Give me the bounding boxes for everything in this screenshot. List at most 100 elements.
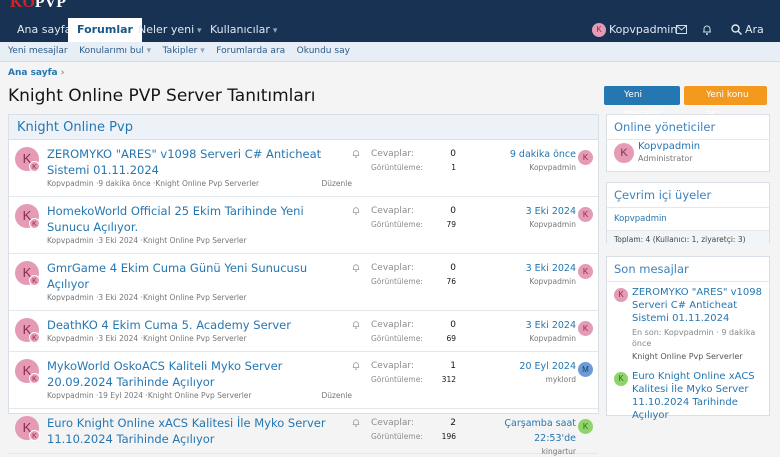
avatar[interactable]: K <box>614 372 628 386</box>
last-user[interactable]: myklord <box>545 375 576 384</box>
views: Görüntüleme: 312 <box>371 374 456 386</box>
last-post: 3 Eki 2024 Kopvpadmin <box>464 318 576 344</box>
thread-author[interactable]: Kopvpadmin <box>47 334 94 343</box>
recent-date: 9 dakika önce <box>632 328 756 348</box>
sub-nav-link[interactable]: Okundu say <box>296 46 350 56</box>
sub-nav-link[interactable]: Takipler <box>163 42 205 61</box>
thread-forum[interactable]: Knight Online Pvp Serverler <box>151 179 259 188</box>
thread-row: K K ZEROMYKO "ARES" v1098 Serveri C# Antic… <box>9 140 598 197</box>
last-avatar[interactable]: K <box>578 321 593 336</box>
views: Görüntüleme: 1 <box>371 162 456 174</box>
edit-link[interactable]: Düzenle <box>321 391 352 400</box>
recent-title[interactable]: Euro Knight Online xACS Kalitesi İle Myk… <box>632 371 755 421</box>
recent-forum[interactable]: Knight Online Pvp Serverler <box>632 352 743 361</box>
avatar-badge: K <box>29 161 40 172</box>
thread-forum[interactable]: Knight Online Pvp Serverler <box>138 236 246 245</box>
logo[interactable]: KOPVP <box>10 0 66 12</box>
last-avatar[interactable]: M <box>578 362 593 377</box>
watch-icon[interactable] <box>352 418 360 427</box>
thread-title[interactable]: HomekoWorld Official 25 Ekim Tarihinde Y… <box>47 204 304 234</box>
views-value: 1 <box>451 163 456 172</box>
watch-icon[interactable] <box>352 149 360 158</box>
avatar[interactable]: K <box>614 143 634 163</box>
replies-value: 2 <box>450 418 456 428</box>
last-user[interactable]: kingartur <box>541 447 576 456</box>
thread-stats: Cevaplar: 0 Görüntüleme: 69 <box>371 318 456 345</box>
last-date[interactable]: 3 Eki 2024 <box>525 263 576 274</box>
thread-row: K K MykoWorld OskoACS Kaliteli Myko Server… <box>9 352 598 409</box>
last-post: 3 Eki 2024 Kopvpadmin <box>464 204 576 230</box>
thread-author[interactable]: Kopvpadmin <box>47 391 94 400</box>
last-user[interactable]: Kopvpadmin <box>529 277 576 286</box>
views: Görüntüleme: 196 <box>371 431 456 443</box>
replies: Cevaplar: 0 <box>371 147 456 162</box>
block-title: Son mesajlar <box>607 257 769 282</box>
thread-date: 9 dakika önce <box>94 179 151 188</box>
thread-row: K K GmrGame 4 Ekim Cuma Günü Yeni Sunucusu… <box>9 254 598 311</box>
replies: Cevaplar: 1 <box>371 359 456 374</box>
views: Görüntüleme: 76 <box>371 276 456 288</box>
rows: K K ZEROMYKO "ARES" v1098 Serveri C# Antic… <box>9 140 598 456</box>
search-icon[interactable] <box>731 24 742 35</box>
breadcrumb[interactable]: Ana sayfa <box>8 68 64 78</box>
thread-author[interactable]: Kopvpadmin <box>47 293 94 302</box>
thread-author[interactable]: Kopvpadmin <box>47 179 94 188</box>
watch-icon[interactable] <box>352 263 360 272</box>
nav-tab[interactable]: Kullanıcılar <box>201 18 286 42</box>
alerts-icon[interactable] <box>702 24 712 35</box>
thread-title[interactable]: DeathKO 4 Ekim Cuma 5. Academy Server <box>47 318 291 332</box>
last-date[interactable]: 20 Eyl 2024 <box>519 361 576 372</box>
watch-icon[interactable] <box>352 206 360 215</box>
last-user[interactable]: Kopvpadmin <box>529 220 576 229</box>
thread-title[interactable]: GmrGame 4 Ekim Cuma Günü Yeni Sunucusu A… <box>47 261 308 291</box>
page: KOPVP Ana sayfa Forumlar Neler yeni Kull… <box>0 0 780 400</box>
thread-author[interactable]: Kopvpadmin <box>47 236 94 245</box>
last-user[interactable]: Kopvpadmin <box>529 163 576 172</box>
last-avatar[interactable]: K <box>578 264 593 279</box>
search[interactable]: Ara <box>745 23 764 36</box>
last-avatar[interactable]: K <box>578 150 593 165</box>
thread-stats: Cevaplar: 2 Görüntüleme: 196 <box>371 416 456 443</box>
thread-forum[interactable]: Knight Online Pvp Serverler <box>138 334 246 343</box>
sub-nav: Yeni mesajlar Konularımı bul Takipler Fo… <box>0 42 780 62</box>
edit-link[interactable]: Düzenle <box>321 179 352 188</box>
recent-title[interactable]: ZEROMYKO "ARES" v1098 Serveri C# Antiche… <box>632 287 762 324</box>
thread-forum[interactable]: Knight Online Pvp Serverler <box>143 391 251 400</box>
last-user[interactable]: Kopvpadmin <box>529 334 576 343</box>
recent-user[interactable]: Kopvpadmin <box>664 328 714 337</box>
sub-nav-link[interactable]: Yeni mesajlar <box>8 46 68 56</box>
user-menu[interactable]: Kopvpadmin <box>609 23 678 36</box>
thread-row: K K HomekoWorld Official 25 Ekim Tarihinde… <box>9 197 598 254</box>
user-avatar[interactable]: K <box>592 23 606 37</box>
views-value: 76 <box>446 277 456 286</box>
user-link[interactable]: Kopvpadmin <box>638 141 701 152</box>
nav-tab[interactable]: Ana sayfa <box>17 23 72 36</box>
thread-title[interactable]: MykoWorld OskoACS Kaliteli Myko Server 2… <box>47 359 283 389</box>
watch-icon[interactable] <box>352 361 360 370</box>
avatar[interactable]: K <box>614 288 628 302</box>
replies-value: 0 <box>450 206 456 216</box>
last-date[interactable]: 3 Eki 2024 <box>525 206 576 217</box>
last-label: En son: <box>632 328 662 337</box>
last-avatar[interactable]: K <box>578 419 593 434</box>
nav-tab[interactable]: Neler yeni <box>129 18 211 42</box>
user-role: Administrator <box>638 154 693 163</box>
sub-nav-link[interactable]: Konularımı bul <box>79 42 151 61</box>
watch-icon[interactable] <box>352 320 360 329</box>
last-avatar[interactable]: K <box>578 207 593 222</box>
replies: Cevaplar: 0 <box>371 318 456 333</box>
user-link[interactable]: Kopvpadmin <box>614 214 667 224</box>
thread-title[interactable]: Euro Knight Online xACS Kalitesi İle Myk… <box>47 416 326 446</box>
views-label: Görüntüleme: <box>371 432 423 441</box>
thread-title[interactable]: ZEROMYKO "ARES" v1098 Serveri C# Antiche… <box>47 147 322 177</box>
last-post: 20 Eyl 2024 myklord <box>464 359 576 385</box>
views-value: 69 <box>446 334 456 343</box>
new-thread-button[interactable]: Yeni konu aç... <box>684 86 767 119</box>
last-date[interactable]: 9 dakika önce <box>509 149 576 160</box>
new-posts-button[interactable]: Yeni mesajlar <box>604 86 680 119</box>
thread-forum[interactable]: Knight Online Pvp Serverler <box>138 293 246 302</box>
last-date[interactable]: Çarşamba saat 22:53'de <box>504 418 576 444</box>
inbox-icon[interactable] <box>676 25 687 34</box>
last-date[interactable]: 3 Eki 2024 <box>525 320 576 331</box>
sub-nav-link[interactable]: Forumlarda ara <box>216 46 286 56</box>
